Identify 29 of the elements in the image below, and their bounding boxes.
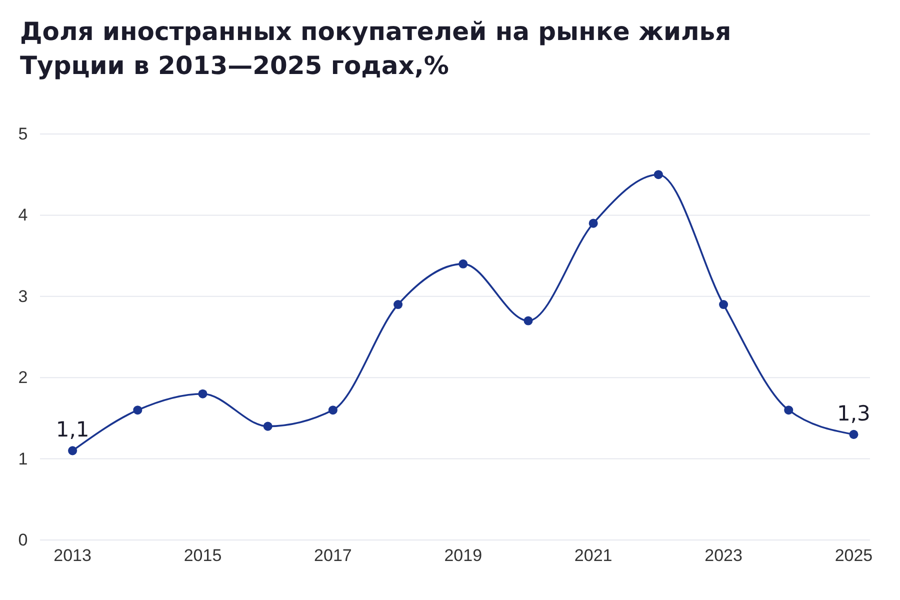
data-label: 1,3: [837, 401, 870, 426]
point: [654, 170, 663, 180]
point: [719, 300, 728, 310]
point: [68, 446, 78, 456]
x-tick-label: 2019: [444, 546, 482, 565]
point: [524, 316, 533, 326]
x-tick-label: 2013: [54, 546, 92, 565]
point: [263, 422, 272, 431]
x-tick-label: 2021: [574, 546, 612, 565]
point: [328, 406, 338, 415]
point: [784, 406, 794, 415]
chart-title: Доля иностранных покупателей на рынке жилья Турции в 2013—2025 годах,%: [20, 17, 732, 80]
point: [133, 406, 142, 415]
y-tick-label: 1: [18, 449, 28, 468]
x-tick-label: 2025: [834, 546, 873, 565]
x-tick-label: 2017: [314, 546, 352, 565]
y-tick-label: 5: [18, 124, 28, 144]
y-tick-label: 0: [18, 530, 28, 550]
point: [849, 430, 858, 439]
point: [394, 300, 403, 310]
data-label: 1,1: [56, 418, 90, 442]
x-tick-label: 2023: [704, 546, 742, 565]
point: [458, 259, 468, 268]
y-tick-label: 2: [18, 368, 28, 388]
x-tick-label: 2015: [184, 546, 222, 565]
point: [588, 218, 598, 228]
y-tick-label: 3: [18, 286, 28, 306]
y-tick-label: 4: [18, 206, 28, 225]
point: [198, 389, 208, 398]
